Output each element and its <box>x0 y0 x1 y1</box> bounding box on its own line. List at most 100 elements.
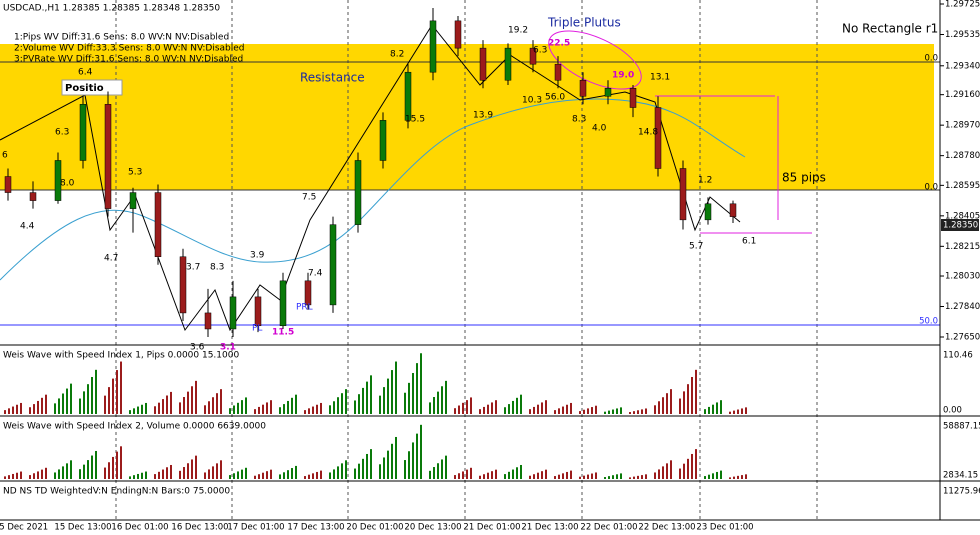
wave-annotation: 3.6 <box>190 343 205 353</box>
candle-body <box>379 120 387 161</box>
volume-bar <box>662 466 664 479</box>
info-line: 1:Pips WV Diff:31.6 Sens: 8.0 WV:N NV:Di… <box>14 33 229 43</box>
volume-bar <box>316 471 318 479</box>
price-tick-label: 1.28970 <box>945 121 980 131</box>
volume-bar <box>141 404 143 414</box>
date-label: 20 Dec 13:00 <box>404 523 461 533</box>
wave-annotation: 3.1 <box>220 343 236 353</box>
volume-bar <box>487 404 489 414</box>
volume-bar <box>520 394 522 414</box>
volume-bar <box>366 453 368 479</box>
volume-bar <box>183 467 185 479</box>
volume-bar <box>654 405 656 414</box>
wave-annotation: 7.5 <box>302 193 316 203</box>
volume-bar <box>254 409 256 414</box>
volume-bar <box>245 397 247 414</box>
volume-bar <box>470 467 472 479</box>
volume-bar <box>683 463 685 479</box>
volume-bar <box>720 470 722 479</box>
wave-annotation: 11.5 <box>272 328 294 338</box>
volume-bar <box>162 469 164 479</box>
volume-bar <box>604 411 606 414</box>
position-panel[interactable] <box>61 79 123 96</box>
candle-body <box>79 104 87 161</box>
volume-bar <box>691 377 693 414</box>
volume-bar <box>329 472 331 479</box>
volume-bar <box>433 467 435 479</box>
panel-label[interactable]: Positio <box>65 83 104 94</box>
volume-bar <box>341 463 343 479</box>
volume-bar <box>37 400 39 414</box>
volume-bar <box>491 402 493 414</box>
volume-bar <box>383 457 385 479</box>
volume-bar <box>91 377 93 414</box>
pane-scale-label: 2834.15 <box>943 471 978 481</box>
pane-scale-label: 0.00 <box>943 406 962 416</box>
price-box <box>941 219 979 231</box>
volume-bar <box>295 394 297 414</box>
volume-bar <box>170 391 172 414</box>
volume-bar <box>212 466 214 479</box>
volume-bar <box>591 407 593 414</box>
wave-annotation: PRL <box>296 303 313 313</box>
info-line: 3:PVRate WV Diff:31.6 Sens: 8.0 WV:N NV:… <box>14 55 243 65</box>
volume-bar <box>666 393 668 414</box>
pane-scale-label: 58887.15 <box>943 422 980 432</box>
volume-bar <box>533 406 535 414</box>
volume-bar <box>20 402 22 414</box>
wave-annotation: 5.3 <box>128 168 142 178</box>
volume-bar <box>504 407 506 414</box>
volume-bar <box>91 455 93 479</box>
volume-bar <box>233 473 235 479</box>
volume-bar <box>83 464 85 479</box>
pane-scale-label: 110.46 <box>943 351 973 361</box>
volume-bar <box>595 405 597 414</box>
volume-bar <box>241 400 243 414</box>
volume-bar <box>333 469 335 479</box>
volume-bar <box>616 408 618 414</box>
volume-bar <box>454 408 456 414</box>
volume-bar <box>195 455 197 479</box>
volume-bar <box>258 474 260 479</box>
volume-bar <box>470 397 472 414</box>
volume-bar <box>391 443 393 479</box>
volume-bar <box>337 397 339 414</box>
candle-body <box>4 176 12 193</box>
volume-bar <box>445 380 447 414</box>
volume-bar <box>129 476 131 479</box>
volume-bar <box>133 408 135 414</box>
volume-bar <box>379 464 381 479</box>
volume-bar <box>462 402 464 414</box>
volume-bar <box>279 474 281 479</box>
volume-bar <box>354 468 356 479</box>
volume-bar <box>366 381 368 414</box>
price-tick-label: 1.27840 <box>945 302 980 312</box>
volume-bar <box>95 369 97 414</box>
wave-annotation: 8.3 <box>210 263 224 273</box>
volume-bar <box>566 404 568 414</box>
candle-body <box>54 160 62 201</box>
volume-bar <box>145 402 147 414</box>
volume-bar <box>320 470 322 479</box>
info-line: 2:Volume WV Diff:33.3 Sens: 8.0 WV:N NV:… <box>14 44 245 54</box>
volume-bar <box>541 471 543 479</box>
candle-body <box>654 107 662 169</box>
volume-bar <box>266 402 268 414</box>
volume-bar <box>195 380 197 414</box>
volume-bar <box>20 471 22 479</box>
volume-bar <box>179 402 181 414</box>
wave-annotation: 19.0 <box>612 71 634 81</box>
pattern-label: Triple Plutus <box>547 16 621 30</box>
volume-bar <box>729 477 731 479</box>
volume-bar <box>495 400 497 414</box>
date-label: 15 Dec 2021 <box>0 523 48 533</box>
candle-body <box>354 160 362 225</box>
volume-bar <box>616 474 618 479</box>
volume-bar <box>408 451 410 479</box>
volume-bar <box>229 475 231 479</box>
volume-bar <box>345 389 347 414</box>
volume-bar <box>687 458 689 479</box>
date-label: 16 Dec 13:00 <box>171 523 228 533</box>
level-label: 0.0 <box>924 54 938 64</box>
wave-annotation: 4.0 <box>592 124 607 134</box>
